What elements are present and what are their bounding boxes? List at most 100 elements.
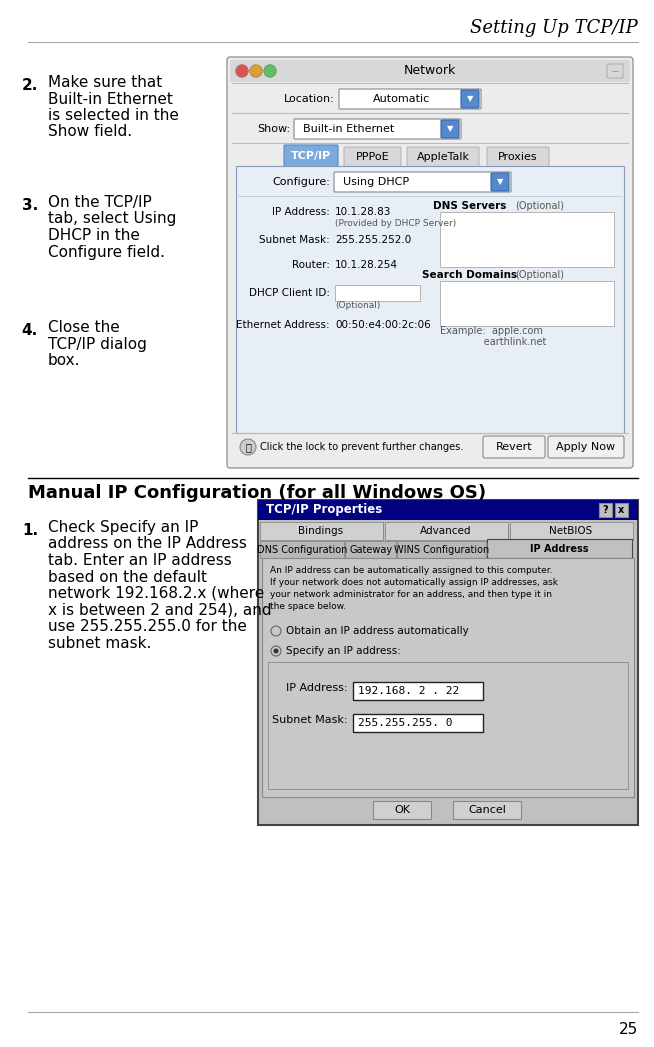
Text: box.: box. — [48, 353, 80, 367]
Text: DNS Servers: DNS Servers — [434, 201, 507, 211]
Text: Cancel: Cancel — [468, 805, 506, 815]
Text: x: x — [618, 505, 624, 515]
Text: Ethernet Address:: Ethernet Address: — [236, 320, 330, 330]
Text: tab. Enter an IP address: tab. Enter an IP address — [48, 553, 232, 569]
Text: TCP/IP Properties: TCP/IP Properties — [266, 504, 382, 516]
FancyBboxPatch shape — [441, 120, 459, 138]
Circle shape — [236, 65, 248, 77]
Bar — [236, 166, 624, 433]
Text: If your network does not automatically assign IP addresses, ask: If your network does not automatically a… — [270, 578, 558, 587]
Bar — [260, 541, 344, 558]
Text: 255.255.252.0: 255.255.252.0 — [335, 235, 411, 245]
Text: Subnet Mask:: Subnet Mask: — [259, 235, 330, 245]
Text: AppleTalk: AppleTalk — [417, 152, 470, 162]
Text: 00:50:e4:00:2c:06: 00:50:e4:00:2c:06 — [335, 320, 431, 330]
Text: Network: Network — [404, 65, 456, 77]
Text: ?: ? — [602, 505, 608, 515]
Bar — [385, 522, 508, 540]
FancyBboxPatch shape — [461, 90, 479, 108]
FancyBboxPatch shape — [487, 147, 549, 168]
FancyBboxPatch shape — [548, 436, 624, 458]
Text: PPPoE: PPPoE — [356, 152, 389, 162]
FancyBboxPatch shape — [491, 173, 509, 191]
Text: ▼: ▼ — [447, 125, 453, 134]
Text: address on the IP Address: address on the IP Address — [48, 536, 247, 552]
Text: is selected in the: is selected in the — [48, 108, 179, 122]
Text: subnet mask.: subnet mask. — [48, 636, 151, 650]
Text: Make sure that: Make sure that — [48, 75, 162, 90]
Text: (Optional): (Optional) — [515, 201, 564, 211]
Text: Setting Up TCP/IP: Setting Up TCP/IP — [470, 19, 638, 37]
Text: Apply Now: Apply Now — [557, 442, 615, 452]
Text: (Optional): (Optional) — [515, 270, 564, 280]
Text: 3.: 3. — [22, 198, 38, 213]
Text: Check Specify an IP: Check Specify an IP — [48, 520, 198, 535]
Text: Show:: Show: — [257, 124, 290, 134]
FancyBboxPatch shape — [294, 119, 461, 139]
Text: DHCP in the: DHCP in the — [48, 228, 140, 243]
Text: OK: OK — [394, 805, 410, 815]
Bar — [260, 522, 383, 540]
Bar — [230, 60, 630, 82]
Bar — [258, 500, 638, 520]
FancyBboxPatch shape — [284, 144, 338, 168]
Text: tab, select Using: tab, select Using — [48, 211, 177, 226]
Text: your network administrator for an address, and then type it in: your network administrator for an addres… — [270, 591, 552, 599]
Text: IP Address:: IP Address: — [286, 683, 348, 693]
Text: Configure:: Configure: — [272, 177, 330, 187]
Text: Show field.: Show field. — [48, 125, 132, 139]
Circle shape — [250, 65, 262, 77]
Text: Proxies: Proxies — [498, 152, 538, 162]
Bar — [440, 211, 614, 267]
Text: earthlink.net: earthlink.net — [440, 337, 546, 347]
Text: based on the default: based on the default — [48, 570, 207, 584]
FancyBboxPatch shape — [334, 172, 511, 192]
Bar — [615, 503, 628, 517]
Bar — [440, 281, 614, 326]
Text: Revert: Revert — [496, 442, 532, 452]
Text: —: — — [611, 68, 619, 74]
Text: IP Address:: IP Address: — [272, 207, 330, 217]
Text: network 192.168.2.x (where: network 192.168.2.x (where — [48, 586, 264, 601]
Text: x is between 2 and 254), and: x is between 2 and 254), and — [48, 602, 271, 618]
Text: 1.: 1. — [22, 524, 38, 538]
Text: 2.: 2. — [22, 77, 38, 93]
Text: Automatic: Automatic — [373, 94, 430, 104]
Text: Manual IP Configuration (for all Windows OS): Manual IP Configuration (for all Windows… — [28, 484, 486, 502]
Text: Obtain an IP address automatically: Obtain an IP address automatically — [286, 626, 469, 636]
Text: Using DHCP: Using DHCP — [343, 177, 409, 187]
Text: WINS Configuration: WINS Configuration — [394, 545, 490, 555]
Text: the space below.: the space below. — [270, 602, 346, 611]
Bar — [268, 662, 628, 789]
Bar — [397, 541, 486, 558]
Text: Click the lock to prevent further changes.: Click the lock to prevent further change… — [260, 442, 463, 452]
Text: TCP/IP: TCP/IP — [291, 151, 331, 161]
Text: Built-in Ethernet: Built-in Ethernet — [303, 124, 394, 134]
Text: ▼: ▼ — [467, 94, 473, 104]
Text: Subnet Mask:: Subnet Mask: — [273, 715, 348, 725]
Text: Router:: Router: — [292, 260, 330, 270]
Text: On the TCP/IP: On the TCP/IP — [48, 195, 152, 210]
Bar — [487, 539, 632, 558]
Text: ▼: ▼ — [497, 178, 503, 186]
Bar — [258, 500, 638, 825]
Text: Gateway: Gateway — [349, 545, 392, 555]
Circle shape — [271, 646, 281, 656]
Bar — [335, 285, 420, 300]
Text: 🔒: 🔒 — [245, 442, 251, 452]
Bar — [262, 558, 634, 797]
FancyBboxPatch shape — [339, 89, 481, 109]
Circle shape — [273, 648, 279, 653]
Text: Close the: Close the — [48, 320, 120, 335]
FancyBboxPatch shape — [227, 57, 633, 468]
Text: NetBIOS: NetBIOS — [549, 526, 593, 536]
Bar — [345, 541, 396, 558]
Circle shape — [271, 626, 281, 636]
Text: 25: 25 — [619, 1023, 638, 1038]
Text: DHCP Client ID:: DHCP Client ID: — [249, 288, 330, 298]
Text: 192.168. 2 . 22: 192.168. 2 . 22 — [358, 686, 459, 696]
Text: (Optional): (Optional) — [335, 300, 381, 310]
Text: Example:  apple.com: Example: apple.com — [440, 326, 543, 336]
Text: Search Domains: Search Domains — [422, 270, 517, 280]
Text: use 255.255.255.0 for the: use 255.255.255.0 for the — [48, 619, 247, 634]
